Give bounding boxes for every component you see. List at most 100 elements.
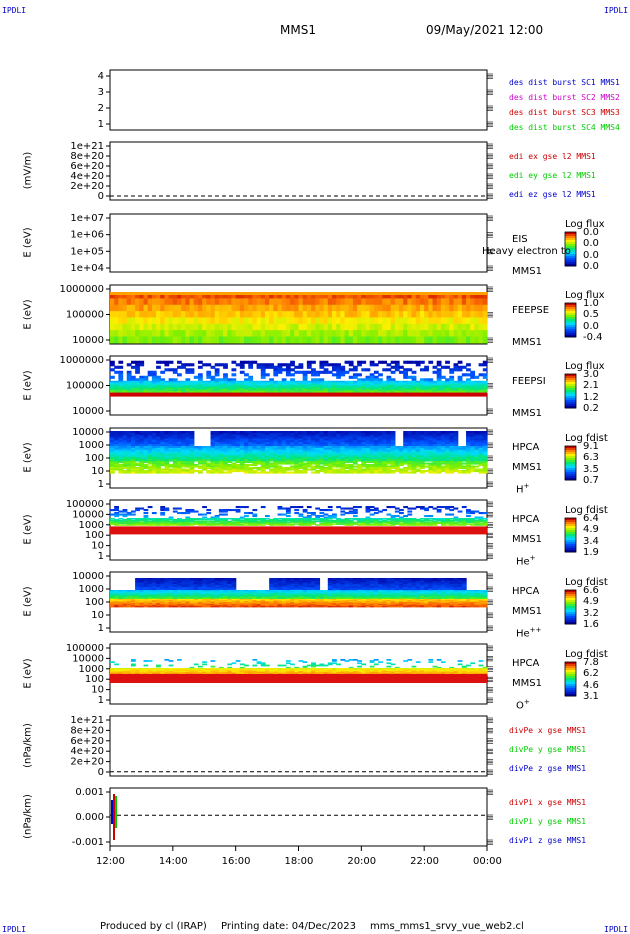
spec-cell-4-44-0 [294, 380, 300, 383]
spec-cell-6-58-4 [352, 521, 358, 524]
spec-cell-5-10-7 [151, 471, 157, 474]
spec-cell-5-16-3 [177, 436, 182, 440]
spec-cell-5-51-6 [323, 442, 329, 445]
spec-cell-4-39-7 [273, 391, 279, 394]
spec-cell-4-0-0 [110, 380, 115, 383]
spec-cell-3-48-0 [311, 292, 316, 300]
spec-cell-4-24-7 [210, 391, 216, 394]
spec-cell-6-8-7 [143, 524, 149, 526]
spec-cell-3-70-0 [403, 292, 409, 300]
spec-cell-6-8-2 [143, 519, 149, 522]
spec-cell-5-60-6 [361, 442, 367, 445]
spec-cell-6-52-2 [327, 509, 333, 512]
spec-cell-5-49-3 [315, 451, 321, 455]
spec-cell-5-40-3 [277, 451, 283, 455]
spec-cell-3-27-0 [223, 292, 228, 300]
spec-cell-5-59-5 [357, 440, 362, 443]
spec-cell-4-65-5 [382, 388, 388, 391]
spec-cell-4-23-4 [206, 370, 212, 374]
spec-cell-3-17-5 [181, 323, 186, 331]
spec-cell-5-45-6 [298, 457, 304, 460]
spec-cell-5-79-2 [440, 449, 446, 453]
spec-cell-6-1-4 [114, 521, 119, 524]
spec-cell-4-54-7 [336, 391, 341, 394]
spec-cell-3-42-4 [285, 317, 291, 325]
spec-cell-6-6-7 [135, 524, 140, 526]
spec-cell-5-50-5 [319, 455, 325, 458]
spec-cell-3-13-3 [164, 311, 170, 319]
spec-cell-5-50-0 [319, 461, 325, 464]
spec-cell-5-53-4 [332, 453, 337, 456]
spec-cell-5-85-3 [466, 436, 471, 440]
spec-cell-5-27-0 [223, 446, 228, 449]
spec-cell-5-76-2 [428, 434, 434, 438]
spec-cell-3-73-1 [415, 298, 421, 306]
spec-cell-5-10-3 [151, 436, 157, 440]
spec-cell-5-14-4 [168, 438, 174, 441]
spec-cell-3-70-1 [403, 298, 409, 306]
spec-cell-4-32-5 [244, 373, 249, 377]
spec-cell-5-77-3 [432, 451, 438, 455]
spec-cell-3-1-6 [114, 330, 119, 338]
spec-cell-3-5-7 [130, 336, 136, 344]
colorbar-cell-p9-15 [565, 692, 576, 695]
spec-cell-4-67-4 [390, 370, 396, 374]
spec-cell-5-71-3 [407, 451, 413, 455]
spec-cell-6-32-1 [244, 518, 249, 521]
spec-cell-5-47-6 [306, 457, 312, 460]
spec-cell-6-12-2 [160, 519, 166, 522]
spec-cell-5-53-3 [332, 436, 337, 440]
spec-cell-6-85-0 [466, 518, 471, 520]
spec-cell-4-68-5 [394, 388, 400, 391]
spec-cell-5-13-3 [164, 436, 170, 440]
spec-cell-5-73-7 [415, 459, 421, 462]
spec-cell-6-23-0 [206, 518, 212, 520]
ytick-label-p7-2: 1000 [79, 520, 104, 531]
spec-cell-6-31-7 [239, 516, 245, 519]
spec-cell-5-61-0 [365, 446, 371, 449]
spec-cell-5-47-7 [306, 459, 312, 462]
spec-cell-4-47-7 [306, 391, 312, 394]
ytick-label-p1-2: 2 [98, 103, 104, 114]
spec-cell-6-50-6 [319, 515, 325, 518]
spec-cell-5-4-4 [126, 453, 132, 456]
spec-cell-4-51-4 [323, 370, 329, 374]
spec-cell-5-76-0 [428, 446, 434, 449]
spec-cell-3-43-5 [290, 323, 295, 331]
spec-cell-4-46-7 [302, 378, 308, 382]
spec-cell-5-71-3 [407, 465, 413, 468]
spec-cell-4-18-1 [185, 382, 191, 385]
spec-cell-4-83-0 [457, 360, 463, 364]
spec-cell-4-69-6 [399, 389, 404, 392]
spec-cell-5-86-6 [470, 457, 476, 460]
spec-cell-4-34-5 [252, 388, 258, 391]
spec-cell-5-85-3 [466, 465, 471, 468]
spec-cell-5-34-3 [252, 436, 258, 440]
spec-cell-5-80-5 [445, 455, 450, 458]
spec-cell-5-13-5 [164, 455, 170, 458]
spec-cell-6-49-6 [315, 515, 321, 518]
spec-cell-4-33-7 [248, 378, 254, 382]
spec-cell-4-40-2 [277, 365, 283, 369]
spec-cell-4-55-4 [340, 386, 346, 389]
spec-cell-6-47-6 [306, 523, 312, 525]
spec-cell-5-10-3 [151, 465, 157, 468]
spec-cell-4-78-5 [436, 388, 442, 391]
spec-cell-3-13-1 [164, 298, 170, 306]
spec-cell-5-34-6 [252, 442, 258, 445]
spec-cell-5-2-0 [118, 446, 124, 449]
spec-cell-4-15-5 [172, 388, 178, 391]
spec-cell-6-39-6 [273, 523, 279, 525]
spec-cell-4-31-1 [239, 382, 245, 385]
spec-cell-5-58-2 [352, 449, 358, 453]
spec-cell-5-19-5 [189, 455, 195, 458]
spec-cell-4-12-4 [160, 386, 166, 389]
spec-cell-6-73-7 [415, 524, 421, 526]
spec-cell-6-9-0 [147, 506, 153, 509]
spec-cell-6-28-6 [227, 523, 233, 525]
spec-cell-4-11-6 [156, 375, 161, 379]
spec-cell-3-11-4 [156, 317, 161, 325]
spec-cell-5-7-6 [139, 442, 145, 445]
spec-cell-5-82-0 [453, 431, 459, 434]
spec-cell-5-48-7 [311, 459, 316, 462]
